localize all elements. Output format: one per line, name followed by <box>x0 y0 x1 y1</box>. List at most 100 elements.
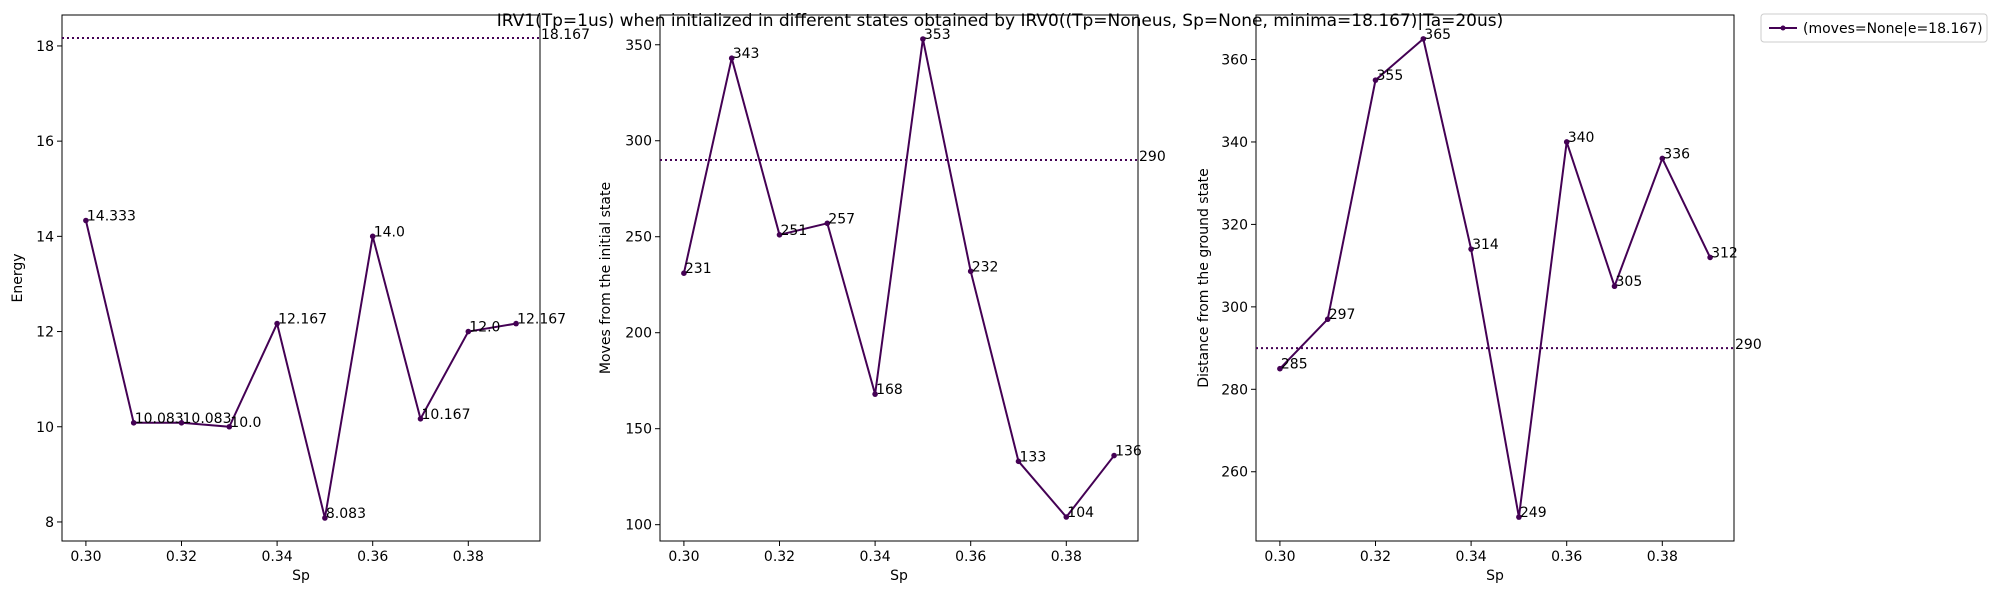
data-point <box>1015 458 1022 465</box>
x-tick-label: 0.38 <box>453 549 484 565</box>
data-label: 297 <box>1329 307 1356 323</box>
data-point <box>322 515 328 521</box>
series-line <box>84 220 517 520</box>
data-point <box>465 328 472 335</box>
data-point <box>274 320 280 327</box>
y-tick-label: 18 <box>36 39 54 55</box>
x-tick-label: 0.36 <box>1551 549 1582 565</box>
data-label: 10.083 <box>183 411 232 427</box>
y-tick-label: 350 <box>625 38 652 54</box>
data-label: 305 <box>1616 274 1643 290</box>
data-label: 336 <box>1663 146 1690 162</box>
y-tick-label: 360 <box>1221 53 1248 69</box>
data-point <box>1468 246 1474 252</box>
y-tick-label: 100 <box>625 518 652 534</box>
x-tick-label: 0.34 <box>262 549 293 565</box>
data-point <box>1611 283 1618 290</box>
data-point <box>1111 452 1117 459</box>
data-point <box>1516 514 1522 520</box>
data-point <box>1707 254 1713 261</box>
data-label: 168 <box>876 382 903 398</box>
data-label: 365 <box>1424 27 1451 43</box>
data-label: 8.083 <box>326 506 366 522</box>
data-label: 249 <box>1520 505 1547 521</box>
data-label: 355 <box>1377 68 1404 84</box>
data-label: 343 <box>733 46 760 62</box>
data-label: 10.167 <box>422 407 471 423</box>
y-axis-label: Moves from the initial state <box>598 182 614 374</box>
x-axis-label: Sp <box>292 568 310 584</box>
data-point <box>417 416 424 422</box>
data-point <box>369 233 376 240</box>
data-point <box>1420 36 1427 42</box>
y-tick-label: 260 <box>1221 465 1248 481</box>
y-tick-label: 250 <box>625 230 652 246</box>
x-tick-label: 0.32 <box>1360 549 1391 565</box>
y-tick-label: 14 <box>36 229 54 245</box>
data-point <box>1372 77 1379 83</box>
data-point <box>920 36 926 42</box>
reference-line-label: 18.167 <box>541 27 590 43</box>
data-point <box>1063 514 1070 520</box>
data-label: 133 <box>1020 449 1047 465</box>
x-tick-label: 0.34 <box>860 549 891 565</box>
data-label: 14.333 <box>87 208 136 224</box>
plot-frame <box>61 14 541 542</box>
y-tick-label: 320 <box>1221 217 1248 233</box>
data-label: 14.0 <box>374 224 405 240</box>
data-label: 12.0 <box>469 320 500 336</box>
data-point <box>728 55 735 61</box>
x-tick-label: 0.30 <box>70 549 101 565</box>
data-label: 340 <box>1568 130 1595 146</box>
data-point <box>967 268 974 275</box>
x-tick-label: 0.34 <box>1456 549 1487 565</box>
figure-title: IRV1(Tp=1us) when initialized in differe… <box>497 11 1504 31</box>
data-label: 314 <box>1472 237 1499 253</box>
chart-panel-2: 0.30 0.32 0.34 0.36 0.38 100 150 200 250 300 350 Sp… <box>598 14 1166 584</box>
data-label: 285 <box>1281 357 1308 373</box>
y-tick-label: 10 <box>36 420 54 436</box>
x-tick-label: 0.32 <box>764 549 795 565</box>
series-line <box>682 37 1115 519</box>
data-point <box>1277 365 1283 372</box>
x-axis-label: Sp <box>1486 568 1504 584</box>
y-tick-label: 200 <box>625 326 652 342</box>
y-tick-label: 340 <box>1221 135 1248 151</box>
data-point <box>1659 155 1666 162</box>
plot-frame <box>659 14 1139 542</box>
series-line <box>1279 37 1712 519</box>
data-label: 104 <box>1067 505 1094 521</box>
y-tick-label: 12 <box>36 325 54 341</box>
data-point <box>178 420 185 426</box>
x-tick-label: 0.30 <box>668 549 699 565</box>
data-point <box>83 217 89 224</box>
y-axis-label: Energy <box>10 253 26 302</box>
y-tick-label: 300 <box>625 134 652 150</box>
data-label: 12.167 <box>517 312 566 328</box>
legend-label: (moves=None|e=18.167) <box>1803 21 1983 37</box>
data-label: 231 <box>685 261 712 277</box>
data-label: 12.167 <box>278 312 327 328</box>
y-tick-label: 8 <box>45 515 54 531</box>
data-point <box>824 220 831 227</box>
legend-marker-swatch <box>1780 25 1786 31</box>
chart-panel-1: 0.30 0.32 0.34 0.36 0.38 8 10 12 14 16 18 Sp Energy 1… <box>10 14 590 584</box>
data-point <box>226 423 233 430</box>
x-axis-label: Sp <box>890 568 908 584</box>
data-label: 353 <box>924 27 951 43</box>
x-tick-label: 0.38 <box>1647 549 1678 565</box>
data-point <box>776 232 783 238</box>
y-axis-label: Distance from the ground state <box>1196 168 1212 388</box>
data-point <box>513 320 519 327</box>
x-tick-label: 0.36 <box>955 549 986 565</box>
data-point <box>130 420 137 426</box>
x-tick-label: 0.30 <box>1264 549 1295 565</box>
chart-panel-3: 0.30 0.32 0.34 0.36 0.38 260 280 300 320 340 360 Sp… <box>1196 14 1762 584</box>
plot-frame <box>1255 14 1735 542</box>
reference-line-label: 290 <box>1139 149 1166 165</box>
data-label: 10.0 <box>230 415 261 431</box>
x-tick-label: 0.38 <box>1051 549 1082 565</box>
data-label: 251 <box>781 223 808 239</box>
data-label: 10.083 <box>135 411 184 427</box>
